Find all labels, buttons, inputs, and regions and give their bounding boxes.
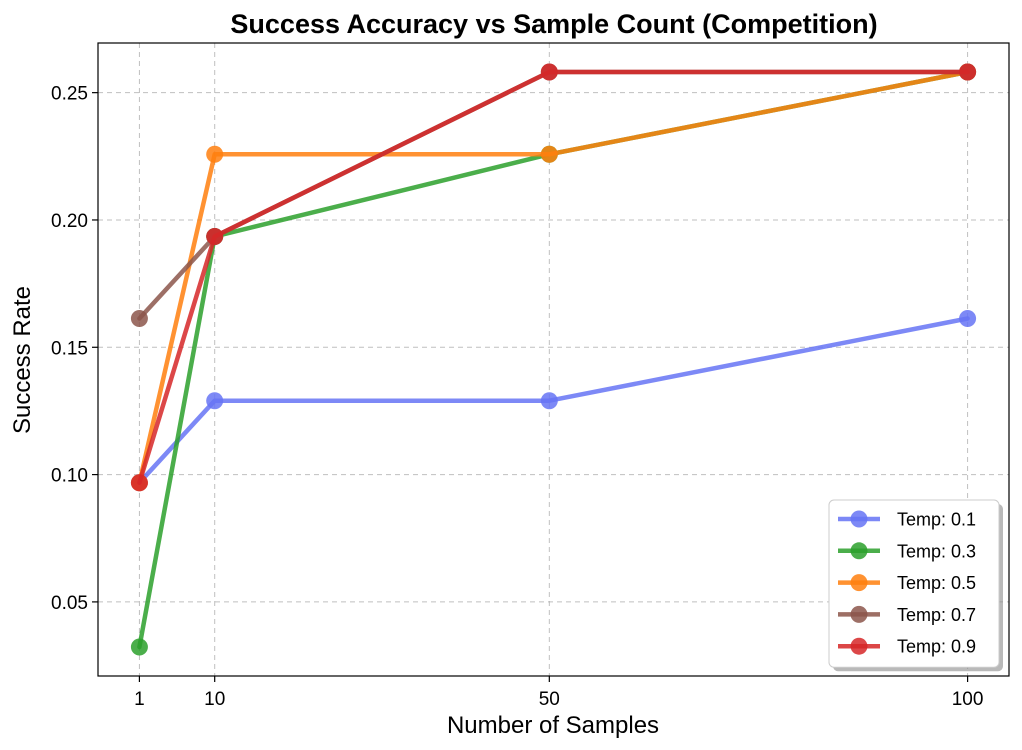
- y-tick-label: 0.10: [51, 466, 88, 487]
- plot-frame: [97, 42, 1010, 677]
- x-tick-label: 1: [134, 689, 145, 710]
- y-axis: 0.05 0.10 0.15 0.20 0.25: [51, 84, 98, 614]
- y-tick-label: 0.20: [51, 211, 88, 232]
- legend: Temp: 0.1 Temp: 0.3 Temp: 0.5 Temp: 0.7 Temp…: [828, 499, 1003, 672]
- y-axis-label: Success Rate: [9, 286, 36, 434]
- series-point-3: [130, 310, 148, 328]
- series-point-0: [540, 392, 558, 410]
- series-point-2: [540, 145, 558, 163]
- legend-marker: [850, 510, 868, 528]
- series-point-4: [540, 63, 558, 81]
- series-point-4: [959, 63, 977, 81]
- legend-label: Temp: 0.3: [897, 541, 976, 561]
- y-tick-label: 0.25: [51, 84, 88, 105]
- plot-area: [130, 63, 977, 656]
- series-line-3: [137, 69, 970, 321]
- y-tick-label: 0.05: [51, 593, 88, 614]
- x-tick-label: 10: [204, 689, 225, 710]
- series-point-4: [206, 228, 224, 246]
- x-axis-label: Number of Samples: [447, 712, 659, 739]
- series-point-1: [130, 638, 148, 656]
- series-line-2: [137, 69, 970, 485]
- legend-marker: [850, 637, 868, 655]
- series-line-4: [137, 69, 970, 485]
- x-axis: 1 10 50 100: [134, 676, 983, 710]
- series-point-0: [206, 392, 224, 410]
- series-point-4: [130, 474, 148, 492]
- y-tick-label: 0.15: [51, 338, 88, 359]
- x-tick-label: 100: [952, 689, 984, 710]
- x-tick-label: 50: [539, 689, 560, 710]
- legend-label: Temp: 0.1: [897, 510, 976, 530]
- chart-title: Success Accuracy vs Sample Count (Compet…: [230, 9, 877, 39]
- legend-marker: [850, 605, 868, 623]
- legend-box: [828, 499, 1000, 668]
- legend-label: Temp: 0.7: [897, 605, 976, 625]
- legend-label: Temp: 0.9: [897, 637, 976, 657]
- series-point-2: [206, 145, 224, 163]
- legend-label: Temp: 0.5: [897, 573, 976, 593]
- series-point-0: [959, 310, 977, 328]
- legend-marker: [850, 542, 868, 560]
- legend-marker: [850, 574, 868, 592]
